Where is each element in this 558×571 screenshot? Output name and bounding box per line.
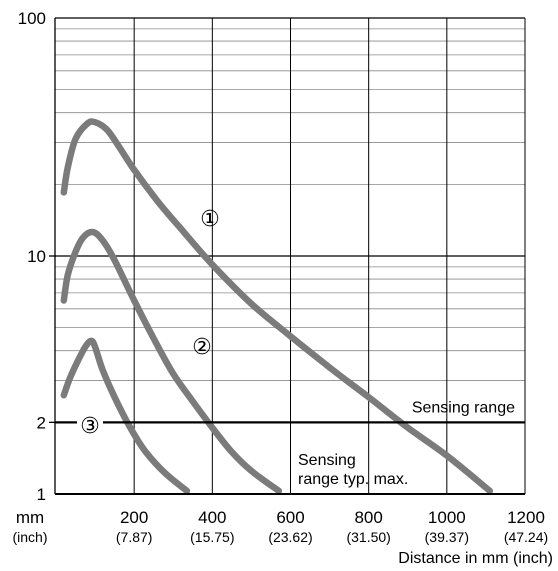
x-tick-sublabel-800: (31.50): [346, 529, 390, 545]
marker-3-backdrop: [77, 413, 103, 439]
x-axis-title: Distance in mm (inch): [398, 550, 553, 567]
x-tick-label-1000: 1000: [428, 508, 466, 527]
y-tick-label-10: 10: [27, 247, 46, 266]
x-tick-label-200: 200: [120, 508, 148, 527]
x-tick-label-400: 400: [198, 508, 226, 527]
curve-3-marker: ③: [80, 414, 100, 439]
sensing-range-label: Sensing range: [412, 399, 515, 416]
sensing-range-typ-max-line2: range typ. max.: [298, 471, 408, 488]
x-tick-label-0: mm: [16, 508, 44, 527]
x-tick-sublabel-1200: (47.24): [504, 529, 548, 545]
reference-layer: Sensing range Sensing range typ. max.: [55, 399, 525, 488]
y-tick-label-1: 1: [37, 485, 46, 504]
curve-2-marker: ②: [192, 335, 212, 360]
y-tick-label-2: 2: [37, 413, 46, 432]
x-tick-sublabel-400: (15.75): [190, 529, 234, 545]
x-tick-sublabel-1000: (39.37): [425, 529, 469, 545]
x-tick-sublabel-200: (7.87): [116, 529, 153, 545]
x-tick-label-800: 800: [354, 508, 382, 527]
curves: [60, 118, 494, 495]
tick-labels: 1 2 10 100 mm (inch) 200 (7.87) 400 (15.75) 600 (23…: [12, 9, 548, 545]
curve-2: [60, 228, 283, 495]
y-tick-label-100: 100: [18, 9, 46, 28]
x-tick-label-1200: 1200: [507, 508, 545, 527]
x-tick-sublabel-600: (23.62): [268, 529, 312, 545]
curve-markers: ① ② ③: [77, 207, 220, 439]
curve-3: [60, 337, 191, 495]
x-tick-sublabel-0: (inch): [12, 529, 47, 545]
curve-1: [60, 118, 494, 495]
sensing-range-typ-max-line1: Sensing: [298, 452, 356, 469]
x-tick-label-600: 600: [276, 508, 304, 527]
curve-1-marker: ①: [200, 207, 220, 232]
